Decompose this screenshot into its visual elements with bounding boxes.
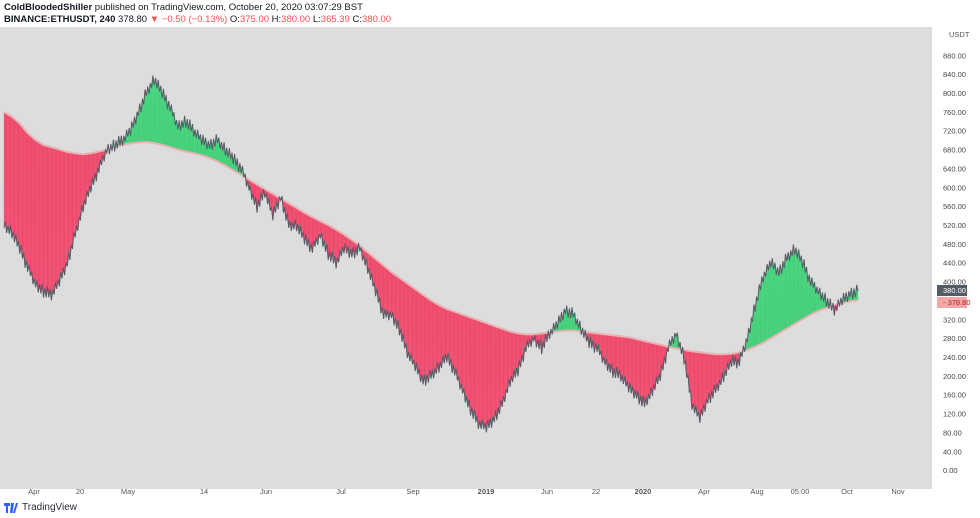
x-tick-label: 05:00 bbox=[791, 487, 810, 496]
bear-fill bbox=[412, 286, 415, 365]
bear-fill bbox=[36, 140, 39, 293]
y-tick-label: 0.00 bbox=[943, 466, 958, 475]
x-tick-label: Jun bbox=[260, 487, 272, 496]
bear-fill bbox=[484, 322, 487, 433]
y-tick-label: 840.00 bbox=[943, 70, 966, 79]
bear-fill bbox=[478, 319, 480, 429]
close-label: C: bbox=[352, 14, 363, 25]
bear-fill bbox=[65, 151, 68, 267]
brand-name: TradingView bbox=[22, 502, 78, 513]
bear-fill bbox=[404, 281, 407, 349]
price-scale[interactable] bbox=[932, 27, 980, 489]
bear-fill bbox=[51, 146, 53, 301]
author-name[interactable]: ColdBloodedShiller bbox=[4, 2, 93, 13]
y-tick-label: 80.00 bbox=[943, 428, 962, 437]
y-tick-label: 760.00 bbox=[943, 108, 966, 117]
bear-fill bbox=[500, 327, 503, 408]
tradingview-logo-icon bbox=[4, 502, 18, 513]
publish-line: ColdBloodedShiller published on TradingV… bbox=[4, 2, 391, 14]
close-value: 380.00 bbox=[362, 14, 392, 25]
bear-fill bbox=[418, 291, 421, 383]
y-tick-label: 440.00 bbox=[943, 259, 966, 268]
bear-fill bbox=[492, 325, 495, 423]
low-value: 365.39 bbox=[320, 14, 350, 25]
bear-fill bbox=[625, 336, 628, 387]
last-price-label: - 378.80 bbox=[943, 298, 971, 307]
low-label: L: bbox=[312, 14, 321, 25]
currency-label: USDT bbox=[949, 30, 970, 39]
y-tick-label: 720.00 bbox=[943, 127, 966, 136]
y-tick-label: 680.00 bbox=[943, 146, 966, 155]
open-label: O: bbox=[229, 14, 240, 25]
bear-fill bbox=[470, 317, 473, 416]
bull-fill bbox=[772, 258, 774, 338]
bear-fill bbox=[389, 270, 392, 318]
x-tick-label: 2020 bbox=[635, 487, 652, 496]
bear-fill bbox=[73, 152, 76, 238]
bear-fill bbox=[706, 352, 708, 404]
publish-info: published on TradingView.com, October 20… bbox=[94, 2, 363, 13]
x-tick-label: Aug bbox=[750, 487, 763, 496]
y-tick-label: 480.00 bbox=[943, 240, 966, 249]
bear-fill bbox=[433, 301, 436, 379]
x-tick-label: Apr bbox=[28, 487, 40, 496]
bull-fill bbox=[794, 247, 797, 325]
down-arrow-icon: ▼ bbox=[149, 14, 160, 25]
price-change: −0.50 (−0.13%) bbox=[161, 14, 228, 25]
bear-fill bbox=[6, 113, 9, 234]
current-price-label: 380.00 bbox=[943, 286, 966, 295]
x-tick-label: Nov bbox=[891, 487, 905, 496]
footer: TradingView bbox=[4, 502, 77, 513]
high-value: 380.00 bbox=[281, 14, 311, 25]
price-line bbox=[3, 75, 859, 433]
y-tick-label: 320.00 bbox=[943, 315, 966, 324]
x-tick-label: Oct bbox=[841, 487, 854, 496]
x-tick-label: 20 bbox=[76, 487, 84, 496]
high-label: H: bbox=[271, 14, 282, 25]
time-scale[interactable] bbox=[0, 489, 932, 501]
y-tick-label: 200.00 bbox=[943, 372, 966, 381]
symbol-name: BINANCE:ETHUSDT, 240 bbox=[4, 14, 116, 25]
y-tick-label: 640.00 bbox=[943, 164, 966, 173]
open-value: 375.00 bbox=[239, 14, 270, 25]
bear-fill bbox=[426, 297, 429, 383]
x-tick-label: Sep bbox=[406, 487, 419, 496]
moving-average-line bbox=[3, 111, 859, 356]
last-price: 378.80 bbox=[118, 14, 148, 25]
y-tick-label: 880.00 bbox=[943, 51, 966, 60]
bear-fill bbox=[43, 144, 46, 298]
y-tick-label: 280.00 bbox=[943, 334, 966, 343]
y-tick-label: 400.00 bbox=[943, 278, 966, 287]
y-tick-label: 800.00 bbox=[943, 89, 966, 98]
bear-fill bbox=[57, 148, 60, 287]
y-tick-label: 120.00 bbox=[943, 410, 966, 419]
current-price-tag bbox=[937, 285, 967, 296]
y-tick-label: 160.00 bbox=[943, 391, 966, 400]
chart-header: ColdBloodedShiller published on TradingV… bbox=[4, 2, 391, 26]
bear-fill bbox=[691, 351, 694, 410]
bull-fill bbox=[780, 264, 782, 333]
last-price-tag bbox=[937, 297, 967, 308]
bull-fill bbox=[786, 252, 789, 330]
y-tick-label: 520.00 bbox=[943, 221, 966, 230]
bull-fill bbox=[154, 77, 156, 144]
x-tick-label: 22 bbox=[592, 487, 600, 496]
y-tick-label: 40.00 bbox=[943, 447, 962, 456]
y-tick-label: 600.00 bbox=[943, 183, 966, 192]
bull-fill bbox=[802, 259, 805, 320]
x-tick-label: 2019 bbox=[478, 487, 495, 496]
x-tick-label: Apr bbox=[698, 487, 710, 496]
x-tick-label: 14 bbox=[200, 487, 208, 496]
x-tick-label: Jul bbox=[336, 487, 346, 496]
bear-fill bbox=[20, 124, 23, 259]
symbol-line: BINANCE:ETHUSDT, 240 378.80 ▼ −0.50 (−0.… bbox=[4, 14, 391, 26]
y-tick-label: 240.00 bbox=[943, 353, 966, 362]
bear-fill bbox=[14, 118, 17, 243]
y-tick-label: 560.00 bbox=[943, 202, 966, 211]
x-tick-label: Jun bbox=[541, 487, 553, 496]
bear-fill bbox=[28, 133, 31, 276]
x-tick-label: May bbox=[121, 487, 135, 496]
